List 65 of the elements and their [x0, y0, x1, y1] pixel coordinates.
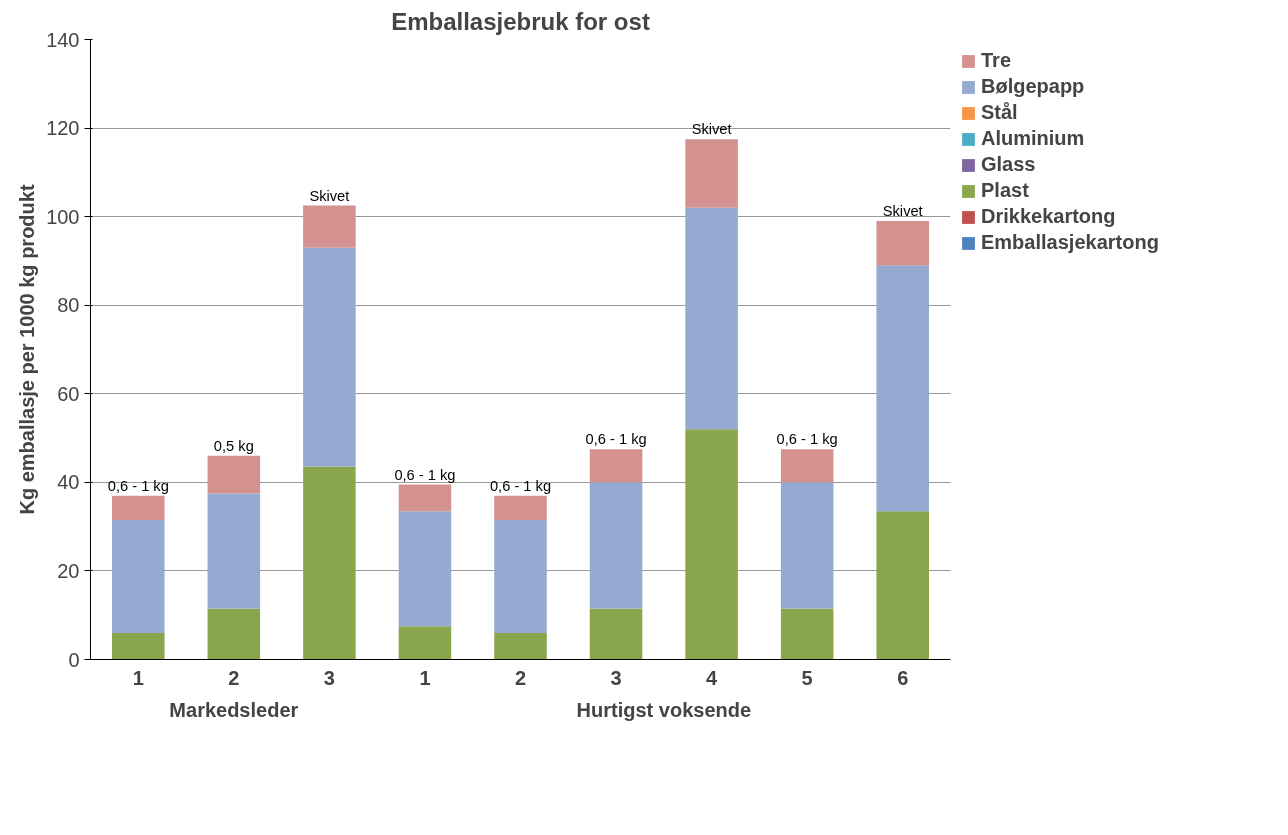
bar: [876, 511, 929, 660]
annotation: 0,6 - 1 kg: [394, 466, 456, 483]
bar: [207, 455, 261, 494]
text: Hurtigst voksende: [576, 698, 752, 721]
bar: [589, 608, 643, 660]
bar: [589, 449, 643, 483]
chart-title: Emballasjebruk for ost: [391, 7, 650, 35]
y-axis-title: Kg emballasje per 1000 kg produkt: [16, 184, 39, 515]
bar: [303, 247, 356, 467]
bar: [494, 495, 547, 520]
bar: [494, 632, 547, 660]
bar: [207, 608, 261, 660]
bar: [398, 484, 452, 512]
legend-label: Bølgepapp: [981, 75, 1085, 98]
bar: [685, 429, 738, 660]
annotation: 0,6 - 1 kg: [107, 477, 169, 494]
x-tick-label: 4: [706, 666, 719, 689]
annotation: 0,6 - 1 kg: [489, 477, 552, 494]
x-tick-label: 2: [228, 666, 240, 689]
legend-label: Glass: [981, 153, 1036, 176]
y-tick-label: 20: [57, 559, 80, 582]
bar: [303, 466, 356, 660]
y-tick-label: 0: [68, 648, 80, 671]
legend-label: Tre: [981, 49, 1012, 72]
y-tick-label: 120: [46, 117, 80, 140]
bar: [303, 205, 356, 248]
y-tick-label: 80: [57, 294, 80, 317]
bar: [780, 482, 834, 609]
legend-label: Drikkekartong: [981, 205, 1116, 228]
bar: [780, 449, 834, 483]
annotation: 0,6 - 1 kg: [776, 431, 838, 448]
annotation: Skivet: [882, 203, 923, 220]
bar: [112, 632, 165, 660]
bar: [685, 139, 738, 208]
bar: [398, 626, 452, 660]
text: Markedsleder: [169, 698, 299, 721]
bar: [589, 482, 643, 609]
annotation: 0,5 kg: [213, 437, 254, 454]
x-tick-label: 1: [132, 666, 144, 689]
bar: [685, 207, 738, 430]
bar: [398, 511, 452, 627]
y-tick-label: 100: [46, 205, 80, 228]
x-tick-label: 2: [514, 666, 527, 689]
annotation: Skivet: [309, 187, 350, 204]
x-tick-label: 6: [897, 666, 909, 689]
legend-label: Emballasjekartong: [981, 231, 1159, 254]
bar: [876, 265, 929, 512]
x-tick-label: 3: [323, 666, 335, 689]
bar: [207, 493, 261, 609]
bar: [112, 495, 165, 520]
annotation: 0,6 - 1 kg: [585, 431, 647, 448]
x-tick-label: 1: [419, 666, 431, 689]
bar: [494, 520, 547, 633]
annotation: Skivet: [691, 121, 732, 138]
y-tick-label: 60: [57, 382, 80, 405]
bar: [780, 608, 834, 660]
bar: [112, 520, 165, 633]
legend-label: Plast: [981, 179, 1029, 202]
legend-label: Aluminium: [981, 127, 1085, 150]
y-tick-label: 40: [57, 471, 80, 494]
x-tick-label: 3: [610, 666, 622, 689]
legend-label: Stål: [981, 101, 1018, 124]
x-tick-label: 5: [801, 666, 813, 689]
bar: [876, 221, 929, 266]
y-tick-label: 140: [46, 28, 80, 51]
